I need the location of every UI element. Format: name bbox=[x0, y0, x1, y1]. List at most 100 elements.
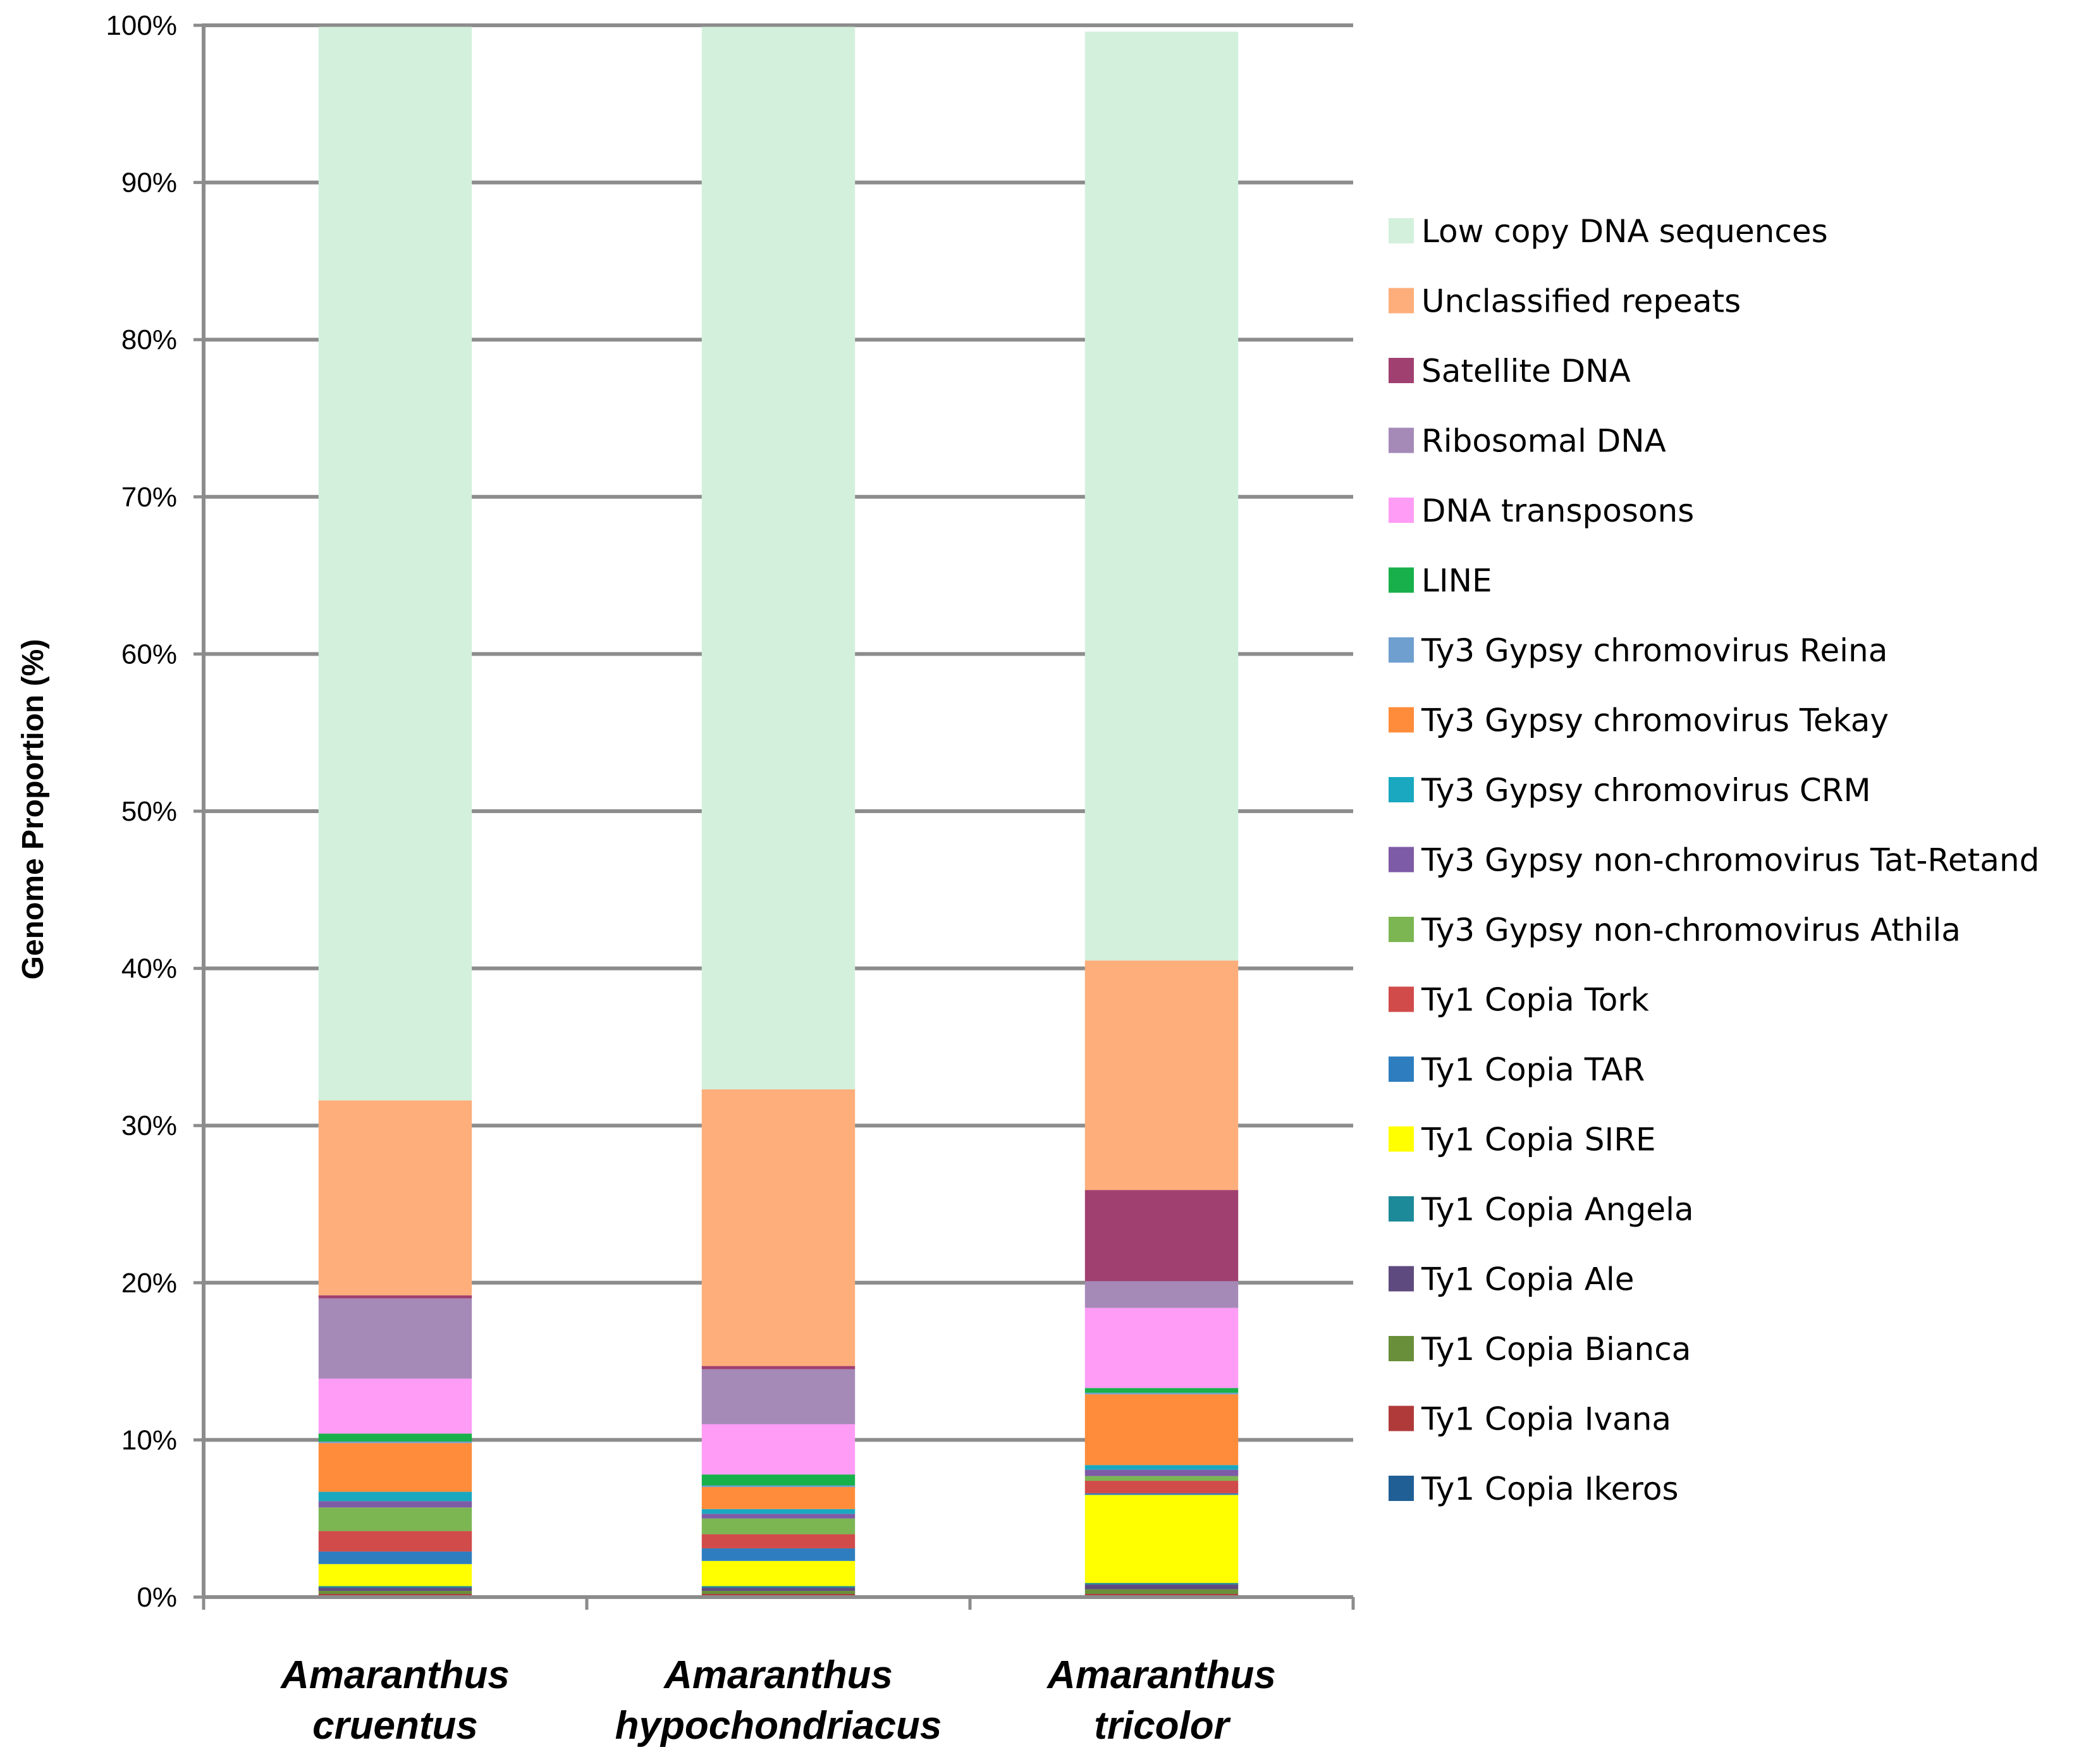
bar-segment bbox=[701, 1518, 856, 1534]
category-label-line2: tricolor bbox=[1094, 1704, 1230, 1748]
bar-segment bbox=[701, 1366, 856, 1369]
legend-swatch bbox=[1389, 1336, 1414, 1361]
bar-segment bbox=[318, 27, 472, 1101]
legend-swatch bbox=[1389, 218, 1414, 243]
bar-segment bbox=[701, 1588, 856, 1591]
bar-segment bbox=[318, 1441, 472, 1443]
bar-segment bbox=[318, 1564, 472, 1586]
bar-segment bbox=[318, 1100, 472, 1295]
bar-segment bbox=[1084, 1281, 1239, 1308]
bar-segment bbox=[701, 1424, 856, 1475]
bar-segment bbox=[1084, 1392, 1239, 1395]
legend-label: Ty3 Gypsy non-chromovirus Tat-Retand bbox=[1421, 842, 2039, 879]
bar-segment bbox=[701, 1594, 856, 1596]
bar-segment bbox=[1084, 1388, 1239, 1393]
bar-segment bbox=[701, 1509, 856, 1514]
category-label-line1: Amaranthus bbox=[1046, 1653, 1276, 1697]
legend-label: Ty1 Copia Bianca bbox=[1421, 1331, 1691, 1368]
y-tick-label: 100% bbox=[106, 10, 177, 41]
bar-segment bbox=[701, 27, 856, 1090]
bar-segment bbox=[318, 1594, 472, 1596]
y-tick-label: 0% bbox=[137, 1582, 177, 1613]
legend-label: Ribosomal DNA bbox=[1421, 423, 1666, 460]
bar-segment bbox=[701, 1560, 856, 1586]
bar-segment bbox=[701, 1586, 856, 1588]
legend-swatch bbox=[1389, 986, 1414, 1012]
legend-label: Unclassified repeats bbox=[1421, 283, 1741, 320]
legend-label: Ty1 Copia TAR bbox=[1421, 1051, 1645, 1088]
bar-segment bbox=[318, 1507, 472, 1531]
bar-segment bbox=[701, 1548, 856, 1561]
bar-segment bbox=[318, 1501, 472, 1508]
legend-label: Ty1 Copia Ale bbox=[1421, 1261, 1635, 1298]
bar-segment bbox=[701, 1591, 856, 1595]
legend-swatch bbox=[1389, 427, 1414, 453]
legend-swatch bbox=[1389, 1266, 1414, 1292]
legend-swatch bbox=[1389, 1476, 1414, 1501]
legend-label: Ty1 Copia Tork bbox=[1421, 982, 1649, 1019]
legend-label: Ty1 Copia Ikeros bbox=[1421, 1471, 1679, 1507]
legend-label: Ty3 Gypsy chromovirus Reina bbox=[1421, 632, 1887, 669]
legend-swatch bbox=[1389, 498, 1414, 523]
bar-segment bbox=[1084, 1481, 1239, 1493]
bar-segment bbox=[318, 1531, 472, 1552]
legend-swatch bbox=[1389, 917, 1414, 942]
y-tick-label: 60% bbox=[121, 639, 177, 670]
y-tick-label: 10% bbox=[121, 1424, 177, 1455]
y-tick-label: 90% bbox=[121, 168, 177, 199]
y-tick-label: 30% bbox=[121, 1110, 177, 1141]
bar-segment bbox=[1084, 1469, 1239, 1476]
legend-swatch bbox=[1389, 358, 1414, 383]
legend-swatch bbox=[1389, 1196, 1414, 1222]
legend-swatch bbox=[1389, 847, 1414, 873]
bar-segment bbox=[1084, 960, 1239, 1191]
legend-label: Ty3 Gypsy chromovirus CRM bbox=[1421, 772, 1871, 809]
y-tick-label: 20% bbox=[121, 1268, 177, 1299]
axes bbox=[193, 23, 1355, 1610]
legend-swatch bbox=[1389, 1406, 1414, 1431]
legend-swatch bbox=[1389, 1057, 1414, 1082]
y-axis-label: Genome Proportion (%) bbox=[16, 639, 50, 980]
bar-segment bbox=[1084, 1465, 1239, 1470]
bar-segment bbox=[701, 1369, 856, 1424]
y-tick-label: 70% bbox=[121, 482, 177, 513]
legend-swatch bbox=[1389, 707, 1414, 733]
legend-swatch bbox=[1389, 777, 1414, 802]
category-label-line1: Amaranthus bbox=[663, 1653, 893, 1697]
category-label-line1: Amaranthus bbox=[279, 1653, 510, 1697]
bar-segment bbox=[701, 1514, 856, 1519]
legend-swatch bbox=[1389, 1126, 1414, 1152]
bar-segment bbox=[701, 1089, 856, 1366]
legend-label: Ty3 Gypsy chromovirus Tekay bbox=[1421, 702, 1889, 739]
y-tick-label: 40% bbox=[121, 953, 177, 984]
bar-segment bbox=[1084, 1394, 1239, 1466]
bar-segment bbox=[1084, 1493, 1239, 1495]
bars bbox=[318, 27, 1239, 1597]
bar-segment bbox=[701, 1474, 856, 1486]
bar-segment bbox=[1084, 1584, 1239, 1589]
legend-swatch bbox=[1389, 567, 1414, 593]
bar-segment bbox=[318, 1295, 472, 1299]
bar-segment bbox=[1084, 1476, 1239, 1481]
bar-segment bbox=[701, 1485, 856, 1487]
bar-segment bbox=[318, 1591, 472, 1595]
y-tick-labels: 0% 10% 20% 30% 40% 50% 60% 70% 80% 90% 100% bbox=[106, 10, 177, 1613]
legend-label: LINE bbox=[1421, 563, 1492, 599]
legend-label: Ty1 Copia Ivana bbox=[1421, 1401, 1671, 1438]
bar-segment bbox=[318, 1491, 472, 1502]
category-labels: Amaranthus cruentus Amaranthus hypochondria… bbox=[279, 1653, 1276, 1748]
bar-segment bbox=[1084, 1190, 1239, 1282]
legend-swatch bbox=[1389, 288, 1414, 314]
bar-segment bbox=[1084, 1589, 1239, 1595]
category-label-line2: hypochondriacus bbox=[615, 1704, 942, 1748]
bar-segment bbox=[318, 1586, 472, 1588]
category-label-line2: cruentus bbox=[312, 1704, 478, 1748]
bar-segment bbox=[1084, 31, 1239, 961]
bar-segment bbox=[1084, 1583, 1239, 1585]
y-tick-label: 50% bbox=[121, 796, 177, 827]
legend-label: Ty1 Copia Angela bbox=[1421, 1191, 1694, 1228]
legend-label: Ty1 Copia SIRE bbox=[1421, 1122, 1656, 1158]
legend-label: DNA transposons bbox=[1421, 493, 1694, 529]
legend-swatch bbox=[1389, 637, 1414, 663]
